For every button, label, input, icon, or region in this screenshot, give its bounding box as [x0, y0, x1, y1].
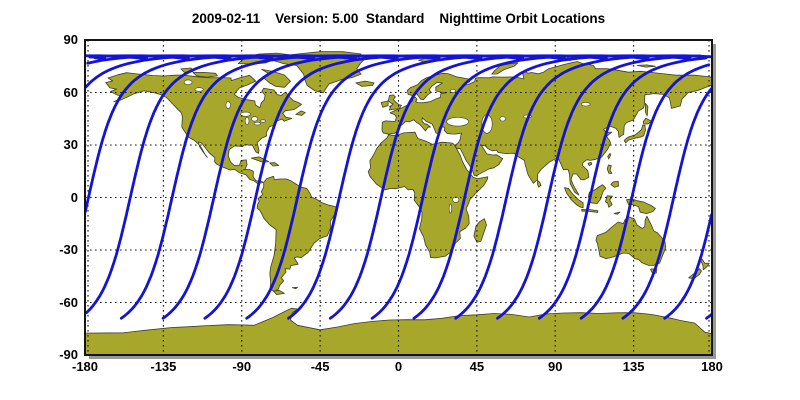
land-new-guinea	[626, 198, 656, 214]
plot-title: 2009-02-11 Version: 5.00 Standard Nightt…	[191, 11, 606, 26]
land-victoria-island	[192, 72, 218, 78]
orbit-track	[85, 54, 712, 320]
y-tick-label--60: -60	[59, 294, 78, 310]
land-hainan	[587, 161, 593, 166]
land-sakhalin	[644, 103, 649, 117]
land-taiwan	[607, 153, 612, 160]
land-iceland	[355, 80, 375, 87]
land-new-zealand-north	[699, 257, 710, 271]
x-tick-label--45: -45	[310, 359, 330, 374]
x-tick-label-0: 0	[394, 359, 403, 374]
land-tierra-del-fuego	[273, 289, 285, 295]
land-eurasia	[381, 61, 712, 196]
land-mindanao	[610, 181, 619, 188]
lake-great-slave-lake	[194, 87, 204, 92]
land-timor	[613, 211, 621, 215]
x-tick-label-90: 90	[548, 359, 563, 374]
x-tick-label-180: 180	[701, 359, 723, 374]
land-north-america	[105, 72, 302, 184]
land-new-siberian-islands	[636, 64, 656, 68]
lake-black-sea	[446, 116, 470, 127]
land-newfoundland	[295, 110, 306, 116]
orbit-track	[203, 54, 483, 320]
y-tick-label-60: 60	[63, 84, 78, 100]
orbit-track	[85, 54, 712, 320]
land-ireland	[380, 100, 389, 108]
lake-lake-baikal	[580, 102, 591, 107]
land-novaya-zemlya	[491, 62, 519, 75]
x-tick-label-135: 135	[622, 359, 645, 374]
orbit-track	[245, 54, 525, 320]
y-tick-label-0: 0	[70, 189, 78, 205]
orbit-track	[161, 54, 441, 320]
land-honshu-kyushu	[623, 124, 646, 144]
lake-lake-winnipeg	[225, 101, 231, 109]
x-tick-label-45: 45	[469, 359, 485, 374]
map-layer	[85, 40, 712, 355]
orbit-track	[85, 54, 712, 320]
land-borneo	[587, 184, 607, 204]
land-sri-lanka	[537, 180, 542, 188]
x-tick-label--180: -180	[71, 359, 99, 374]
lake-lake-tanganyika	[448, 203, 452, 214]
land-java	[581, 209, 599, 213]
orbit-track	[412, 54, 692, 320]
lake-lake-superior	[240, 111, 251, 117]
land-south-america	[256, 175, 338, 293]
y-tick-label--90: -90	[59, 347, 78, 362]
lake-lake-ontario	[260, 119, 266, 123]
orbit-track	[287, 54, 567, 320]
lake-great-bear-lake	[183, 79, 193, 85]
land-falklands	[291, 286, 298, 290]
x-tick-label--135: -135	[150, 359, 177, 374]
land-sulawesi	[605, 195, 613, 208]
plot-frame	[84, 39, 713, 356]
lake-lake-huron	[251, 116, 258, 122]
orbit-track	[119, 54, 399, 320]
land-antarctica	[85, 307, 712, 355]
y-tick-label-90: 90	[63, 32, 78, 47]
lake-lake-ladoga	[450, 89, 456, 93]
x-tick-label--90: -90	[232, 359, 252, 374]
land-luzon	[606, 164, 613, 174]
land-hispaniola	[269, 162, 280, 167]
lake-lake-erie	[253, 121, 261, 126]
land-australia	[595, 215, 667, 266]
lake-aral-sea	[499, 116, 506, 122]
y-tick-label-30: 30	[63, 137, 78, 152]
land-sumatra	[564, 187, 584, 209]
orbit-track	[370, 54, 650, 320]
lake-lake-michigan	[244, 116, 250, 125]
orbit-track	[328, 54, 608, 320]
y-tick-label--30: -30	[59, 242, 78, 257]
